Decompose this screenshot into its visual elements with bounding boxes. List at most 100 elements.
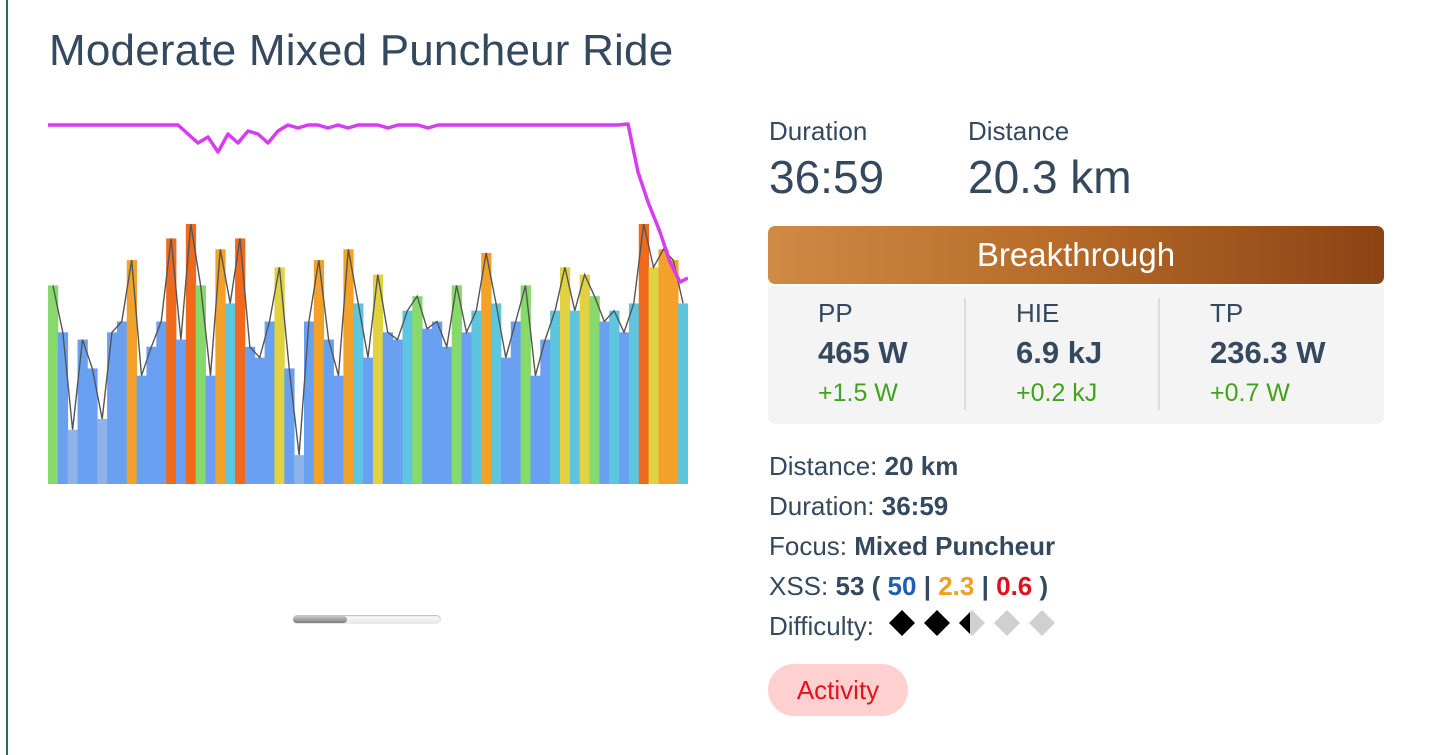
detail-distance-value: 20 km [884, 451, 959, 481]
xss-separator: | [923, 571, 931, 601]
difficulty-diamond-half-fill-icon [959, 611, 971, 634]
power-bar [77, 339, 88, 484]
difficulty-diamond-filled-icon [889, 609, 916, 636]
power-bar [540, 339, 551, 484]
power-bar [500, 357, 512, 484]
power-bar [185, 224, 197, 484]
metric-hie: HIE 6.9 kJ +0.2 kJ [1016, 298, 1102, 408]
power-bar [638, 224, 650, 484]
power-bar [589, 296, 600, 484]
metric-hie-value: 6.9 kJ [1016, 335, 1103, 370]
power-bar [284, 368, 295, 484]
power-bar [599, 321, 610, 484]
power-bar [648, 267, 659, 484]
wbal-line [48, 122, 688, 284]
workout-power-chart[interactable] [48, 112, 688, 484]
power-bar [136, 375, 147, 484]
detail-focus-label: Focus: [769, 531, 848, 561]
detail-distance-label: Distance: [769, 451, 878, 481]
power-bar [67, 429, 78, 484]
detail-duration-label: Duration: [769, 491, 875, 521]
detail-distance: Distance: 20 km [769, 446, 1059, 486]
power-bar [609, 310, 620, 484]
power-bar [461, 332, 472, 484]
power-bar [87, 368, 98, 484]
power-bar [205, 375, 216, 484]
power-bar [668, 260, 679, 484]
activity-tag[interactable]: Activity [768, 664, 908, 716]
power-bar [294, 455, 305, 484]
detail-xss: XSS: 53 ( 50 | 2.3 | 0.6 ) [769, 566, 1059, 606]
power-bar [481, 252, 492, 484]
metric-tp-delta: +0.7 W [1210, 379, 1290, 407]
detail-duration: Duration: 36:59 [769, 486, 1059, 526]
chart-scrollbar-thumb[interactable] [293, 616, 347, 623]
power-bar [107, 332, 118, 484]
metric-hie-delta: +0.2 kJ [1016, 379, 1098, 407]
workout-title: Moderate Mixed Puncheur Ride [49, 26, 674, 75]
power-bar [441, 346, 453, 484]
workout-details: Distance: 20 km Duration: 36:59 Focus: M… [769, 446, 1059, 646]
distance-stat: Distance 20.3 km [968, 116, 1132, 203]
difficulty-diamond-filled-icon [924, 609, 951, 636]
power-bar [658, 249, 669, 484]
detail-difficulty: Difficulty: [769, 606, 1059, 646]
power-bar [304, 321, 315, 484]
metric-hie-label: HIE [1016, 298, 1060, 328]
metric-divider [1158, 298, 1160, 410]
power-bar [560, 267, 571, 484]
metric-pp-delta: +1.5 W [818, 379, 898, 407]
power-bar [569, 310, 581, 484]
power-bar [254, 357, 266, 484]
difficulty-diamond-empty-icon [994, 609, 1021, 636]
xss-total: 53 [835, 571, 865, 601]
difficulty-rating [889, 608, 1059, 649]
left-border [6, 0, 8, 755]
duration-stat: Duration 36:59 [769, 116, 884, 203]
power-bar [353, 303, 364, 484]
xss-low: 50 [887, 571, 917, 601]
detail-focus: Focus: Mixed Puncheur [769, 526, 1059, 566]
power-bar [116, 321, 128, 484]
power-bar [372, 274, 384, 484]
difficulty-diamonds [889, 609, 1056, 636]
duration-value: 36:59 [769, 151, 885, 203]
xss-separator: | [981, 571, 989, 601]
power-outline [52, 223, 684, 456]
detail-xss-label: XSS: [769, 571, 829, 601]
power-bar [343, 249, 354, 484]
chart-scrollbar[interactable] [293, 615, 441, 624]
power-bar [530, 375, 541, 484]
workout-chart-svg [48, 122, 688, 484]
power-bar [550, 310, 561, 484]
power-bar [432, 321, 443, 484]
detail-difficulty-label: Difficulty: [769, 611, 874, 641]
power-bar [48, 285, 59, 484]
power-bar [520, 285, 531, 484]
xss-peak: 0.6 [996, 571, 1033, 601]
power-bar [195, 285, 206, 484]
xss-high: 2.3 [938, 571, 975, 601]
metric-divider [964, 298, 966, 410]
power-bar [274, 267, 285, 484]
power-bar [126, 260, 138, 484]
detail-duration-value: 36:59 [881, 491, 949, 521]
power-bar [313, 260, 325, 484]
duration-label: Duration [769, 116, 868, 146]
power-bar [471, 310, 482, 484]
metric-tp-label: TP [1210, 298, 1244, 328]
power-bar [156, 321, 167, 484]
power-bar [402, 310, 413, 484]
power-bar [225, 303, 236, 484]
metrics-panel: PP 465 W +1.5 W HIE 6.9 kJ +0.2 kJ TP 23… [768, 286, 1384, 424]
distance-value: 20.3 km [968, 151, 1132, 203]
power-bar [678, 303, 688, 484]
power-bar [628, 303, 640, 484]
power-bar [412, 296, 423, 484]
metric-tp: TP 236.3 W +0.7 W [1210, 298, 1325, 408]
power-bar [333, 375, 344, 484]
power-bar [363, 357, 374, 484]
power-bar [146, 346, 157, 484]
power-bar [323, 339, 334, 484]
power-bar [392, 339, 403, 484]
